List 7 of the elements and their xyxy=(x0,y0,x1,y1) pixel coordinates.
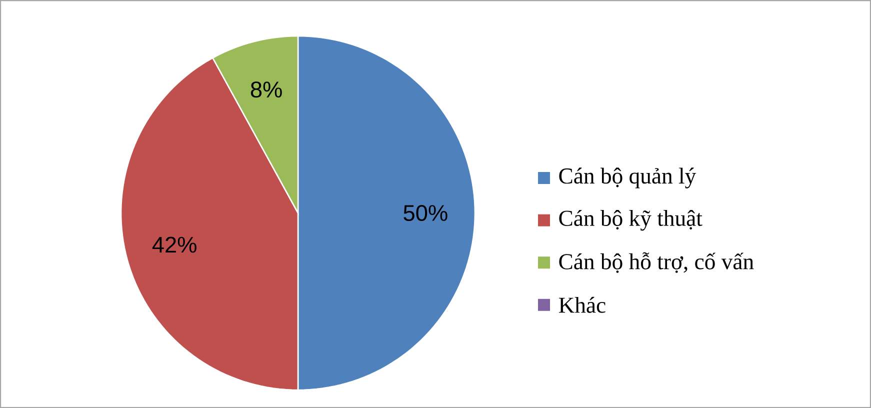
data-label: 50% xyxy=(404,204,448,222)
legend-label: Cán bộ kỹ thuật xyxy=(559,210,702,231)
data-label: 8% xyxy=(250,82,282,98)
legend-label: Cán bộ quản lý xyxy=(559,168,696,188)
legend-label: Khác xyxy=(558,296,606,313)
legend-label: Cán bộ hỗ trợ, cố vấn xyxy=(559,252,754,273)
data-label: 42% xyxy=(152,236,196,253)
